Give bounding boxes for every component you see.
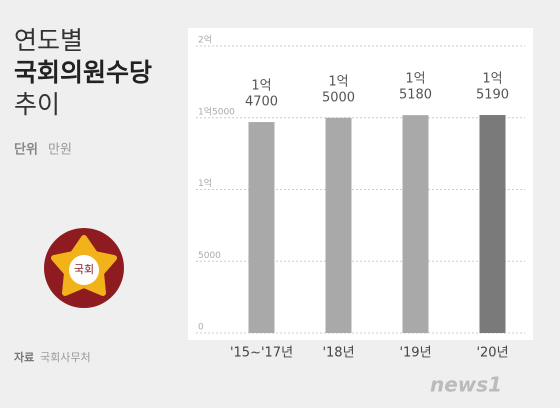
bar [325, 117, 352, 333]
value-label: 5000 [322, 90, 355, 105]
watermark: news1 [430, 373, 502, 397]
unit: 만원 [48, 143, 72, 158]
y-tick-label: 1억 [198, 177, 212, 189]
x-tick-label: '19년 [399, 346, 431, 361]
value-label: 1억 [482, 72, 502, 87]
y-tick-label: 2억 [198, 34, 212, 46]
bar [402, 115, 429, 334]
x-tick-label: '18년 [322, 346, 354, 361]
chart-panel [188, 28, 533, 340]
value-label: 5190 [476, 88, 509, 103]
title-line: 추이 [14, 90, 60, 119]
source-label: 자료 [14, 350, 34, 364]
y-tick-label: 1억5000 [198, 105, 235, 117]
y-tick-label: 5000 [198, 251, 221, 261]
value-label: 1억 [405, 72, 425, 87]
x-tick-label: '15~'17년 [230, 346, 293, 361]
title-line: 연도별 [14, 26, 83, 55]
value-label: 1억 [328, 74, 348, 89]
value-label: 4700 [245, 95, 278, 110]
value-label: 1억 [251, 79, 271, 94]
x-tick-label: '20년 [476, 346, 508, 361]
logo-text: 국회 [74, 263, 94, 276]
bar [479, 115, 506, 333]
title-line: 국회의원수당 [14, 58, 152, 87]
y-tick-label: 0 [198, 323, 204, 333]
value-label: 5180 [399, 88, 432, 103]
logo-center [69, 255, 99, 285]
unit-label: 단위 [14, 142, 38, 158]
source: 국회사무처 [40, 351, 91, 364]
logo: 국회 [44, 228, 124, 308]
bar [248, 122, 275, 334]
